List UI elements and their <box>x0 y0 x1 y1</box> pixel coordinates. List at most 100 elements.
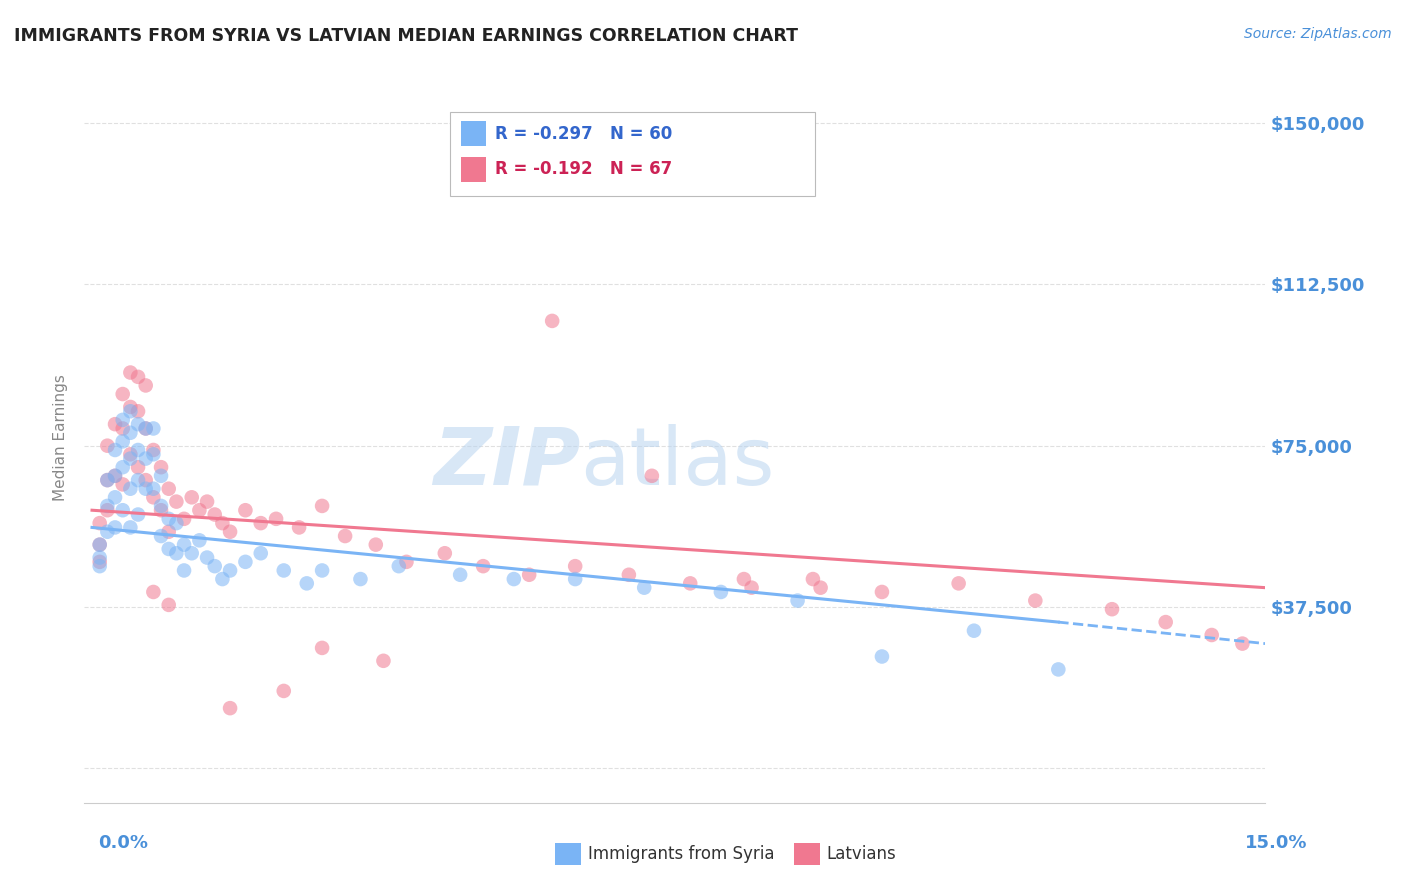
Point <box>127 442 149 457</box>
Point <box>741 581 763 595</box>
Point <box>564 572 586 586</box>
Point <box>1047 662 1070 676</box>
Point <box>120 400 142 414</box>
Point <box>364 538 387 552</box>
Point <box>211 516 233 530</box>
Point <box>786 593 808 607</box>
Point <box>120 451 142 466</box>
Point <box>1232 637 1254 651</box>
Point <box>111 477 134 491</box>
Point <box>142 585 165 599</box>
Point <box>1201 628 1223 642</box>
Point <box>617 567 640 582</box>
Point <box>472 559 495 574</box>
Text: 15.0%: 15.0% <box>1246 834 1308 852</box>
Point <box>288 520 311 534</box>
Point <box>89 559 111 574</box>
Point <box>801 572 824 586</box>
Point <box>633 581 655 595</box>
Point <box>157 512 180 526</box>
Point <box>870 649 893 664</box>
Point <box>150 460 173 475</box>
Point <box>388 559 411 574</box>
Point <box>733 572 755 586</box>
Point <box>180 546 202 560</box>
Text: ZIP: ZIP <box>433 424 581 501</box>
Point <box>295 576 318 591</box>
Point <box>311 499 333 513</box>
Text: atlas: atlas <box>581 424 775 501</box>
Point <box>142 482 165 496</box>
Point <box>135 473 157 487</box>
Point <box>679 576 702 591</box>
Point <box>96 473 118 487</box>
Point <box>120 425 142 440</box>
Point <box>870 585 893 599</box>
Point <box>96 499 118 513</box>
Point <box>249 546 271 560</box>
Point <box>89 538 111 552</box>
Text: R = -0.297   N = 60: R = -0.297 N = 60 <box>495 125 672 143</box>
Point <box>111 387 134 401</box>
Point <box>948 576 970 591</box>
Point <box>135 378 157 392</box>
Point <box>502 572 524 586</box>
Point <box>211 572 233 586</box>
Point <box>273 684 295 698</box>
Point <box>373 654 395 668</box>
Point <box>963 624 986 638</box>
Point <box>173 512 195 526</box>
Point <box>142 421 165 435</box>
Text: Source: ZipAtlas.com: Source: ZipAtlas.com <box>1244 27 1392 41</box>
Point <box>204 559 226 574</box>
Point <box>165 546 187 560</box>
Point <box>120 447 142 461</box>
Point <box>111 421 134 435</box>
Point <box>710 585 733 599</box>
Text: 0.0%: 0.0% <box>98 834 149 852</box>
Point <box>173 564 195 578</box>
Point <box>89 555 111 569</box>
Point <box>1024 593 1046 607</box>
Point <box>104 468 127 483</box>
Point <box>165 494 187 508</box>
Point <box>311 640 333 655</box>
Text: IMMIGRANTS FROM SYRIA VS LATVIAN MEDIAN EARNINGS CORRELATION CHART: IMMIGRANTS FROM SYRIA VS LATVIAN MEDIAN … <box>14 27 799 45</box>
Point <box>96 439 118 453</box>
Point <box>127 473 149 487</box>
Point <box>1101 602 1123 616</box>
Point <box>150 529 173 543</box>
Point <box>157 524 180 539</box>
Point <box>517 567 540 582</box>
Point <box>249 516 271 530</box>
Point <box>104 491 127 505</box>
Point <box>104 417 127 432</box>
Point <box>150 468 173 483</box>
Point <box>150 503 173 517</box>
Point <box>111 413 134 427</box>
Point <box>120 482 142 496</box>
Point <box>449 567 471 582</box>
Point <box>433 546 456 560</box>
Point <box>333 529 356 543</box>
Point <box>810 581 832 595</box>
Point <box>219 701 242 715</box>
Point <box>641 468 664 483</box>
Point <box>195 494 218 508</box>
Point <box>188 533 211 548</box>
Point <box>157 598 180 612</box>
Point <box>541 314 564 328</box>
Point <box>127 460 149 475</box>
Text: Immigrants from Syria: Immigrants from Syria <box>588 845 775 863</box>
Point <box>120 366 142 380</box>
Point <box>349 572 371 586</box>
Point <box>157 541 180 556</box>
Point <box>135 421 157 435</box>
Point <box>96 503 118 517</box>
Point <box>104 442 127 457</box>
Point <box>89 550 111 565</box>
Point <box>96 473 118 487</box>
Point <box>135 421 157 435</box>
Point <box>127 369 149 384</box>
Point <box>235 555 257 569</box>
